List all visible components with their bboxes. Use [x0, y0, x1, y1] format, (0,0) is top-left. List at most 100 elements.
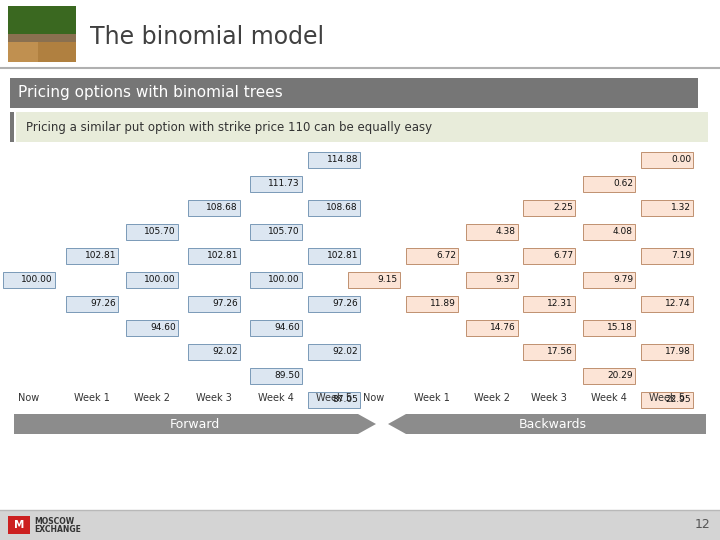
- Text: 12: 12: [694, 518, 710, 531]
- Text: 92.02: 92.02: [212, 348, 238, 356]
- Bar: [308, 152, 360, 168]
- Text: 12.31: 12.31: [547, 300, 573, 308]
- Text: 17.56: 17.56: [547, 348, 573, 356]
- Text: 12.74: 12.74: [665, 300, 691, 308]
- Text: 11.89: 11.89: [430, 300, 456, 308]
- Text: 100.00: 100.00: [22, 275, 53, 285]
- Bar: [641, 152, 693, 168]
- Text: 7.19: 7.19: [671, 252, 691, 260]
- Text: Week 4: Week 4: [591, 393, 627, 403]
- Text: M: M: [14, 520, 24, 530]
- Bar: [8, 34, 76, 62]
- Text: 1.32: 1.32: [671, 204, 691, 213]
- Bar: [188, 296, 240, 312]
- Text: EXCHANGE: EXCHANGE: [34, 525, 81, 535]
- Bar: [466, 320, 518, 336]
- Bar: [0, 510, 720, 540]
- Text: Week 1: Week 1: [414, 393, 450, 403]
- Bar: [308, 392, 360, 408]
- FancyArrow shape: [388, 414, 706, 434]
- Text: MOSCOW: MOSCOW: [34, 516, 74, 525]
- Bar: [641, 200, 693, 216]
- Bar: [308, 248, 360, 264]
- Bar: [641, 344, 693, 360]
- Bar: [466, 224, 518, 240]
- Bar: [308, 344, 360, 360]
- Bar: [250, 176, 302, 192]
- Bar: [10, 112, 14, 142]
- Bar: [126, 320, 178, 336]
- Text: Pricing options with binomial trees: Pricing options with binomial trees: [18, 85, 283, 100]
- Bar: [583, 272, 635, 288]
- Bar: [308, 296, 360, 312]
- Bar: [188, 248, 240, 264]
- Text: 9.79: 9.79: [613, 275, 633, 285]
- Text: 100.00: 100.00: [269, 275, 300, 285]
- Bar: [188, 200, 240, 216]
- Text: 97.26: 97.26: [212, 300, 238, 308]
- Text: 6.77: 6.77: [553, 252, 573, 260]
- Bar: [523, 248, 575, 264]
- Text: 105.70: 105.70: [145, 227, 176, 237]
- Text: 17.98: 17.98: [665, 348, 691, 356]
- Text: Week 1: Week 1: [74, 393, 110, 403]
- Text: 2.25: 2.25: [553, 204, 573, 213]
- Text: 102.81: 102.81: [326, 252, 358, 260]
- Bar: [188, 344, 240, 360]
- Bar: [250, 224, 302, 240]
- Text: 114.88: 114.88: [326, 156, 358, 165]
- Text: 87.05: 87.05: [332, 395, 358, 404]
- Text: 6.72: 6.72: [436, 252, 456, 260]
- Bar: [348, 272, 400, 288]
- Text: 108.68: 108.68: [207, 204, 238, 213]
- Bar: [66, 248, 118, 264]
- Text: Week 4: Week 4: [258, 393, 294, 403]
- Text: 89.50: 89.50: [274, 372, 300, 381]
- Text: Week 3: Week 3: [196, 393, 232, 403]
- Bar: [523, 200, 575, 216]
- Bar: [16, 112, 708, 142]
- Bar: [126, 272, 178, 288]
- Bar: [3, 272, 55, 288]
- Text: 22.95: 22.95: [665, 395, 691, 404]
- Bar: [583, 176, 635, 192]
- FancyArrow shape: [14, 414, 376, 434]
- Bar: [8, 516, 30, 534]
- Text: 20.29: 20.29: [608, 372, 633, 381]
- Bar: [583, 320, 635, 336]
- Bar: [8, 42, 38, 62]
- Bar: [641, 296, 693, 312]
- Bar: [8, 6, 76, 62]
- Bar: [8, 6, 76, 34]
- Bar: [250, 272, 302, 288]
- Text: 94.60: 94.60: [150, 323, 176, 333]
- Text: Now: Now: [19, 393, 40, 403]
- Bar: [523, 344, 575, 360]
- Bar: [583, 224, 635, 240]
- Text: Backwards: Backwards: [519, 417, 587, 430]
- Text: Now: Now: [364, 393, 384, 403]
- Text: 102.81: 102.81: [84, 252, 116, 260]
- Text: Week 5: Week 5: [316, 393, 352, 403]
- Text: 94.60: 94.60: [274, 323, 300, 333]
- Bar: [406, 248, 458, 264]
- Text: 111.73: 111.73: [269, 179, 300, 188]
- Bar: [250, 368, 302, 384]
- Bar: [250, 320, 302, 336]
- Text: Week 2: Week 2: [474, 393, 510, 403]
- Text: 100.00: 100.00: [145, 275, 176, 285]
- Text: 97.26: 97.26: [332, 300, 358, 308]
- Text: 9.15: 9.15: [378, 275, 398, 285]
- Bar: [308, 200, 360, 216]
- Text: 108.68: 108.68: [326, 204, 358, 213]
- Bar: [466, 272, 518, 288]
- Text: 0.62: 0.62: [613, 179, 633, 188]
- Bar: [583, 368, 635, 384]
- Text: Pricing a similar put option with strike price 110 can be equally easy: Pricing a similar put option with strike…: [26, 120, 432, 133]
- Text: The binomial model: The binomial model: [90, 25, 324, 49]
- Text: Week 2: Week 2: [134, 393, 170, 403]
- Text: 4.38: 4.38: [496, 227, 516, 237]
- Bar: [406, 296, 458, 312]
- Bar: [10, 78, 698, 108]
- Text: 105.70: 105.70: [269, 227, 300, 237]
